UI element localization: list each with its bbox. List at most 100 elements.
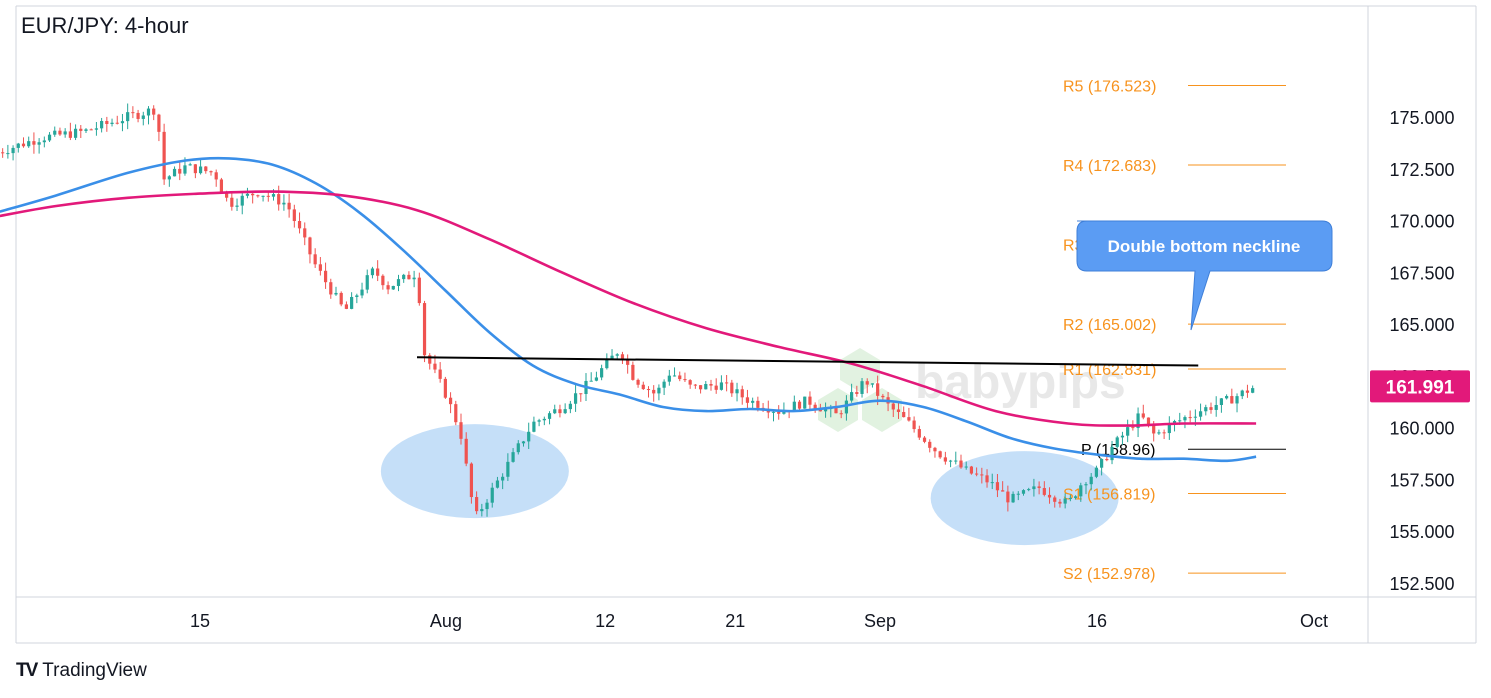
candle: [907, 407, 911, 422]
candle: [693, 384, 697, 389]
candle-body: [553, 409, 557, 414]
candle: [172, 166, 177, 177]
candle-body: [1100, 458, 1104, 468]
candle: [402, 273, 406, 283]
candle: [511, 448, 515, 463]
candle: [1063, 493, 1067, 509]
candle-body: [990, 482, 994, 484]
price-tag-text: 161.991: [1386, 377, 1455, 398]
candle-body: [537, 420, 541, 422]
candle: [381, 274, 385, 290]
candle: [126, 103, 130, 130]
candle-body: [172, 168, 177, 177]
candle-body: [495, 480, 500, 488]
candle: [292, 204, 296, 228]
candle-body: [896, 409, 901, 412]
candle-body: [256, 195, 260, 197]
candle-body: [735, 389, 739, 394]
candle: [21, 137, 26, 148]
candle: [1079, 482, 1083, 502]
candle-body: [438, 369, 442, 379]
candle-body: [678, 375, 682, 380]
candle: [1240, 389, 1244, 400]
candle-body: [53, 130, 57, 135]
candle-body: [183, 165, 187, 174]
candle-body: [323, 270, 328, 283]
candle: [537, 418, 541, 427]
candle: [370, 266, 375, 279]
candle: [1073, 495, 1078, 500]
candle-body: [1047, 494, 1052, 498]
candle-body: [1183, 417, 1187, 421]
candle-body: [240, 195, 244, 206]
candle: [475, 491, 479, 515]
candle-body: [808, 396, 812, 405]
candle-body: [907, 417, 911, 421]
candle: [1172, 419, 1177, 432]
candle-body: [683, 379, 687, 381]
candle-body: [32, 141, 36, 145]
candle: [105, 116, 109, 132]
candle-body: [756, 400, 760, 408]
x-tick-label: 12: [595, 611, 615, 631]
candle: [1245, 384, 1250, 398]
candle: [1188, 410, 1192, 423]
candle-body: [797, 401, 802, 409]
candle: [990, 473, 994, 490]
candle-body: [277, 194, 281, 205]
moving-average-0: [0, 156, 1257, 463]
candle: [1230, 388, 1234, 404]
y-tick-label: 167.500: [1389, 263, 1454, 283]
time-axis[interactable]: 15 Aug 12 21 Sep 16 Oct: [190, 611, 1328, 631]
candle: [63, 128, 67, 138]
candle: [422, 300, 427, 363]
candle: [1126, 419, 1130, 443]
candle-body: [209, 171, 213, 173]
candle-body: [667, 375, 671, 382]
candle: [652, 385, 656, 402]
candle-body: [1230, 396, 1234, 404]
candle: [943, 451, 947, 465]
candle-body: [37, 142, 41, 145]
candle: [573, 384, 578, 412]
tradingview-brand[interactable]: TV TradingView: [16, 660, 147, 682]
candle-body: [443, 378, 447, 398]
candle-body: [152, 108, 156, 115]
candle: [214, 169, 218, 187]
candle: [365, 269, 369, 294]
candle-body: [1141, 413, 1145, 418]
candle-body: [1178, 420, 1182, 422]
candle-body: [751, 400, 755, 403]
candle: [32, 132, 36, 154]
candle-body: [568, 403, 572, 410]
candle: [896, 401, 901, 419]
candle-body: [547, 413, 552, 419]
candle: [964, 461, 968, 470]
candle-body: [344, 304, 349, 309]
candle: [600, 364, 604, 381]
price-axis[interactable]: 175.000172.500170.000167.500165.000162.5…: [1389, 108, 1454, 594]
candle-body: [693, 384, 697, 386]
candle-body: [146, 108, 151, 116]
candle-body: [360, 289, 364, 296]
candle-body: [297, 221, 302, 229]
candle: [730, 379, 734, 397]
candle: [922, 436, 927, 444]
candle-body: [803, 396, 807, 409]
candle: [428, 353, 432, 370]
candle: [704, 381, 708, 390]
candle-body: [876, 383, 880, 396]
candle-body: [1209, 407, 1213, 410]
candle-body: [115, 122, 119, 124]
candle-body: [1079, 485, 1083, 497]
candle: [240, 192, 244, 215]
candle-body: [646, 389, 651, 391]
candle-body: [917, 429, 921, 438]
candle: [360, 282, 364, 299]
candle-body: [1188, 417, 1192, 419]
candle-body: [1152, 424, 1156, 434]
candle: [698, 385, 703, 394]
candle-body: [626, 359, 630, 365]
neckline: [417, 356, 1199, 367]
y-tick-label: 165.000: [1389, 315, 1454, 335]
